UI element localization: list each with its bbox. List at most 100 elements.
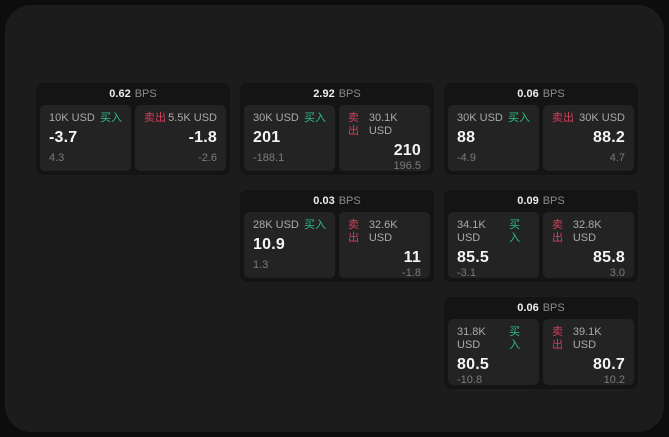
buy-price: 10.9 <box>253 236 285 253</box>
sell-price: 80.7 <box>593 356 625 373</box>
buy-side-label: 买入 <box>304 219 326 231</box>
sell-panel-top: 卖出 5.5K USD <box>144 112 217 125</box>
buy-panel[interactable]: 31.8K USD 买入 80.5 -10.8 <box>448 319 539 386</box>
quote-panels: 31.8K USD 买入 80.5 -10.8 卖出 39.1K USD 80.… <box>448 319 634 386</box>
sell-size: 30K USD <box>579 112 625 124</box>
sell-panel[interactable]: 卖出 32.8K USD 85.8 3.0 <box>543 212 634 279</box>
buy-price: -3.7 <box>49 129 78 146</box>
bps-value: 0.06 <box>517 88 539 100</box>
sell-panel[interactable]: 卖出 30.1K USD 210 196.5 <box>339 105 430 172</box>
bps-value: 0.03 <box>313 195 335 207</box>
buy-delta: -10.8 <box>457 374 483 386</box>
card-header: 2.92 BPS <box>244 83 430 105</box>
quote-panels: 28K USD 买入 10.9 1.3 卖出 32.6K USD 11 -1.8 <box>244 212 430 279</box>
buy-size: 10K USD <box>49 112 95 124</box>
sell-panel-top: 卖出 39.1K USD <box>552 326 625 352</box>
buy-size: 31.8K USD <box>457 326 486 351</box>
sell-side-label: 卖出 <box>348 219 359 244</box>
buy-size: 30K USD <box>253 112 299 124</box>
bps-unit-label: BPS <box>542 195 565 207</box>
sell-panel-top: 卖出 30.1K USD <box>348 112 421 138</box>
sell-side-label: 卖出 <box>348 112 359 137</box>
buy-panel[interactable]: 34.1K USD 买入 85.5 -3.1 <box>448 212 539 279</box>
sell-size: 39.1K USD <box>572 326 602 351</box>
buy-panel-top: 28K USD 买入 <box>253 219 326 232</box>
buy-delta: 4.3 <box>49 152 65 164</box>
quote-card[interactable]: 0.06 BPS 31.8K USD 买入 80.5 -10.8 卖出 39.1… <box>444 297 638 389</box>
buy-panel-top: 30K USD 买入 <box>457 112 530 125</box>
sell-panel[interactable]: 卖出 39.1K USD 80.7 10.2 <box>543 319 634 386</box>
sell-price: 88.2 <box>593 129 625 146</box>
buy-panel-top: 34.1K USD 买入 <box>457 219 530 245</box>
quote-card[interactable]: 0.09 BPS 34.1K USD 买入 85.5 -3.1 卖出 32.8K… <box>444 190 638 282</box>
buy-side-label: 买入 <box>509 219 521 244</box>
buy-side-label: 买入 <box>508 112 530 124</box>
app-window: 0.62 BPS 10K USD 买入 -3.7 4.3 卖出 5.5K USD… <box>5 5 664 432</box>
bps-value: 2.92 <box>313 88 335 100</box>
buy-delta: -3.1 <box>457 267 476 279</box>
buy-price: 80.5 <box>457 356 489 373</box>
sell-delta: 196.5 <box>393 160 421 172</box>
buy-side-label: 买入 <box>304 112 326 124</box>
bps-value: 0.62 <box>109 88 131 100</box>
sell-panel[interactable]: 卖出 30K USD 88.2 4.7 <box>543 105 634 171</box>
sell-panel-top: 卖出 30K USD <box>552 112 625 125</box>
sell-panel-top: 卖出 32.8K USD <box>552 219 625 245</box>
sell-size: 30.1K USD <box>368 112 398 137</box>
quote-cards-grid: 0.62 BPS 10K USD 买入 -3.7 4.3 卖出 5.5K USD… <box>36 83 638 389</box>
bps-value: 0.06 <box>517 302 539 314</box>
sell-delta: 3.0 <box>609 267 625 279</box>
bps-value: 0.09 <box>517 195 539 207</box>
buy-panel[interactable]: 28K USD 买入 10.9 1.3 <box>244 212 335 278</box>
quote-card[interactable]: 0.03 BPS 28K USD 买入 10.9 1.3 卖出 32.6K US… <box>240 190 434 282</box>
sell-side-label: 卖出 <box>552 326 563 351</box>
buy-price: 201 <box>253 129 281 146</box>
card-header: 0.06 BPS <box>448 83 634 105</box>
sell-panel[interactable]: 卖出 32.6K USD 11 -1.8 <box>339 212 430 279</box>
sell-delta: 4.7 <box>609 152 625 164</box>
quote-card[interactable]: 0.62 BPS 10K USD 买入 -3.7 4.3 卖出 5.5K USD… <box>36 83 230 175</box>
sell-delta: -1.8 <box>402 267 421 279</box>
buy-size: 28K USD <box>253 219 299 231</box>
sell-panel-top: 卖出 32.6K USD <box>348 219 421 245</box>
buy-delta: -4.9 <box>457 152 476 164</box>
buy-panel-top: 10K USD 买入 <box>49 112 122 125</box>
sell-size: 32.6K USD <box>368 219 398 244</box>
sell-price: 85.8 <box>593 249 625 266</box>
quote-panels: 30K USD 买入 201 -188.1 卖出 30.1K USD 210 1… <box>244 105 430 172</box>
quote-panels: 34.1K USD 买入 85.5 -3.1 卖出 32.8K USD 85.8… <box>448 212 634 279</box>
quote-card[interactable]: 2.92 BPS 30K USD 买入 201 -188.1 卖出 30.1K … <box>240 83 434 175</box>
sell-side-label: 卖出 <box>552 219 563 244</box>
bps-unit-label: BPS <box>542 88 565 100</box>
buy-panel[interactable]: 30K USD 买入 88 -4.9 <box>448 105 539 171</box>
buy-panel[interactable]: 30K USD 买入 201 -188.1 <box>244 105 335 171</box>
sell-panel[interactable]: 卖出 5.5K USD -1.8 -2.6 <box>135 105 226 171</box>
sell-price: 210 <box>393 142 421 159</box>
buy-size: 34.1K USD <box>457 219 486 244</box>
quote-card[interactable]: 0.06 BPS 30K USD 买入 88 -4.9 卖出 30K USD 8… <box>444 83 638 175</box>
sell-size: 5.5K USD <box>168 112 217 124</box>
buy-side-label: 买入 <box>509 326 521 351</box>
card-header: 0.06 BPS <box>448 297 634 319</box>
buy-delta: 1.3 <box>253 259 269 271</box>
card-header: 0.09 BPS <box>448 190 634 212</box>
buy-panel-top: 30K USD 买入 <box>253 112 326 125</box>
sell-price: -1.8 <box>188 129 217 146</box>
sell-size: 32.8K USD <box>572 219 602 244</box>
quote-panels: 30K USD 买入 88 -4.9 卖出 30K USD 88.2 4.7 <box>448 105 634 171</box>
sell-price: 11 <box>403 249 421 266</box>
sell-side-label: 卖出 <box>552 112 574 124</box>
sell-delta: -2.6 <box>198 152 217 164</box>
bps-unit-label: BPS <box>338 88 361 100</box>
buy-size: 30K USD <box>457 112 503 124</box>
sell-delta: 10.2 <box>603 374 625 386</box>
buy-price: 85.5 <box>457 249 489 266</box>
buy-delta: -188.1 <box>253 152 285 164</box>
buy-side-label: 买入 <box>100 112 122 124</box>
quote-panels: 10K USD 买入 -3.7 4.3 卖出 5.5K USD -1.8 -2.… <box>40 105 226 171</box>
buy-panel[interactable]: 10K USD 买入 -3.7 4.3 <box>40 105 131 171</box>
card-header: 0.62 BPS <box>40 83 226 105</box>
sell-side-label: 卖出 <box>144 112 166 124</box>
buy-panel-top: 31.8K USD 买入 <box>457 326 530 352</box>
bps-unit-label: BPS <box>542 302 565 314</box>
